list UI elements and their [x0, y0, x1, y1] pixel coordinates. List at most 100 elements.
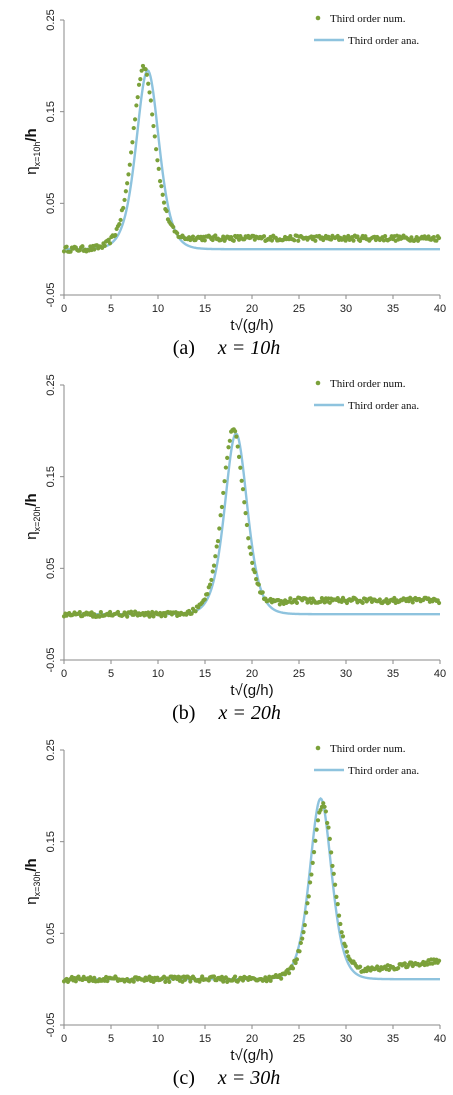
- x-tick-label: 0: [61, 1033, 67, 1045]
- data-point: [292, 238, 297, 243]
- data-point: [339, 930, 344, 935]
- data-point: [315, 818, 321, 823]
- data-point: [202, 238, 207, 243]
- data-point: [307, 880, 313, 885]
- data-point: [221, 490, 226, 496]
- data-point: [210, 569, 215, 574]
- data-point: [68, 249, 73, 254]
- data-point: [306, 894, 311, 899]
- data-point: [288, 596, 293, 601]
- data-point: [331, 871, 336, 876]
- data-point: [296, 238, 301, 243]
- data-point: [175, 231, 180, 236]
- data-point: [129, 150, 134, 155]
- data-point: [254, 577, 259, 582]
- data-point: [113, 232, 118, 238]
- data-point: [219, 504, 225, 510]
- data-point: [148, 98, 153, 103]
- x-tick-label: 40: [434, 303, 446, 315]
- data-point: [409, 235, 414, 240]
- x-tick-label: 40: [434, 1033, 446, 1045]
- data-point: [239, 478, 244, 483]
- y-tick-label: 0.25: [45, 9, 57, 30]
- data-point: [144, 72, 150, 77]
- chart-panel-c: 0 5 10 15 20 25 30 35 40 -0.05 0.05 0.15 0.25 t√(g/h)…: [0, 730, 453, 1095]
- data-point: [340, 934, 346, 939]
- data-point: [235, 444, 240, 449]
- data-point: [310, 860, 315, 865]
- chart-panel-b: 0 5 10 15 20 25 30 35 40 -0.05 0.05 0.15 0.25 t√(g/h)…: [0, 365, 453, 730]
- data-point: [207, 582, 213, 587]
- data-point: [290, 966, 296, 971]
- x-tick-label: 15: [199, 1033, 211, 1045]
- data-point: [436, 600, 442, 606]
- chart-a: 0 5 10 15 20 25 30 35 40 -0.05 0.05 0.15 0.25 t√(g/h)…: [23, 9, 446, 334]
- data-point: [211, 974, 217, 979]
- series-numerical-markers: [61, 427, 442, 619]
- caption-label: (a): [172, 337, 195, 359]
- data-point: [157, 179, 163, 184]
- data-point: [131, 979, 136, 984]
- x-tick-label: 10: [152, 668, 164, 680]
- caption-c: (c) x = 30h: [0, 1066, 453, 1090]
- data-point: [98, 610, 103, 615]
- y-tick-label: 0.15: [45, 466, 57, 487]
- data-point: [305, 901, 310, 906]
- data-point: [351, 238, 356, 243]
- data-point: [225, 455, 230, 460]
- data-point: [383, 234, 388, 239]
- data-point: [250, 560, 255, 565]
- data-point: [323, 809, 328, 814]
- x-tick-label: 25: [293, 1033, 305, 1045]
- data-point: [135, 95, 140, 100]
- y-axis-title-subscript: x=30h: [32, 872, 42, 897]
- data-point: [77, 610, 82, 615]
- y-tick-label: 0.25: [45, 374, 57, 395]
- data-point: [136, 82, 142, 87]
- data-point: [138, 76, 143, 82]
- data-point: [327, 836, 332, 841]
- data-point: [243, 511, 248, 516]
- data-point: [73, 979, 78, 984]
- data-point: [240, 978, 246, 983]
- data-point: [377, 597, 382, 602]
- x-tick-label: 20: [246, 303, 258, 315]
- data-point: [436, 958, 442, 963]
- data-point: [202, 597, 207, 602]
- caption-a: (a) x = 10h: [0, 336, 453, 360]
- data-point: [242, 500, 247, 505]
- data-point: [107, 241, 113, 246]
- data-point: [333, 882, 338, 887]
- data-point: [121, 205, 126, 211]
- x-tick-label: 0: [61, 668, 67, 680]
- data-point: [164, 208, 169, 214]
- data-point: [147, 90, 152, 95]
- data-point: [384, 597, 389, 602]
- y-tick-label: 0.15: [45, 101, 57, 122]
- data-point: [146, 81, 151, 86]
- y-axis-title-subscript: x=20h: [32, 507, 42, 532]
- legend-label-numerical: Third order num.: [330, 743, 406, 755]
- series-analytical-line: [64, 797, 440, 981]
- data-point: [206, 978, 211, 983]
- caption-math: x = 10h: [217, 337, 281, 359]
- data-point: [231, 238, 236, 243]
- data-point: [80, 244, 85, 249]
- data-point: [161, 200, 167, 205]
- y-axis-title-symbol: η: [23, 166, 40, 174]
- data-point: [322, 804, 327, 809]
- legend-label-analytical: Third order ana.: [348, 400, 419, 412]
- data-point: [125, 614, 130, 619]
- y-axis-title-symbol: η: [23, 896, 40, 904]
- data-point: [240, 487, 246, 492]
- data-point: [402, 961, 407, 966]
- x-tick-label: 0: [61, 303, 67, 315]
- data-point: [106, 237, 111, 242]
- x-tick-label: 20: [246, 668, 258, 680]
- data-point: [163, 613, 168, 619]
- data-point: [344, 949, 350, 954]
- data-point: [246, 536, 251, 541]
- x-tick-label: 35: [387, 1033, 399, 1045]
- y-axis-title: ηx=20h/h: [23, 493, 42, 539]
- data-point: [304, 910, 309, 915]
